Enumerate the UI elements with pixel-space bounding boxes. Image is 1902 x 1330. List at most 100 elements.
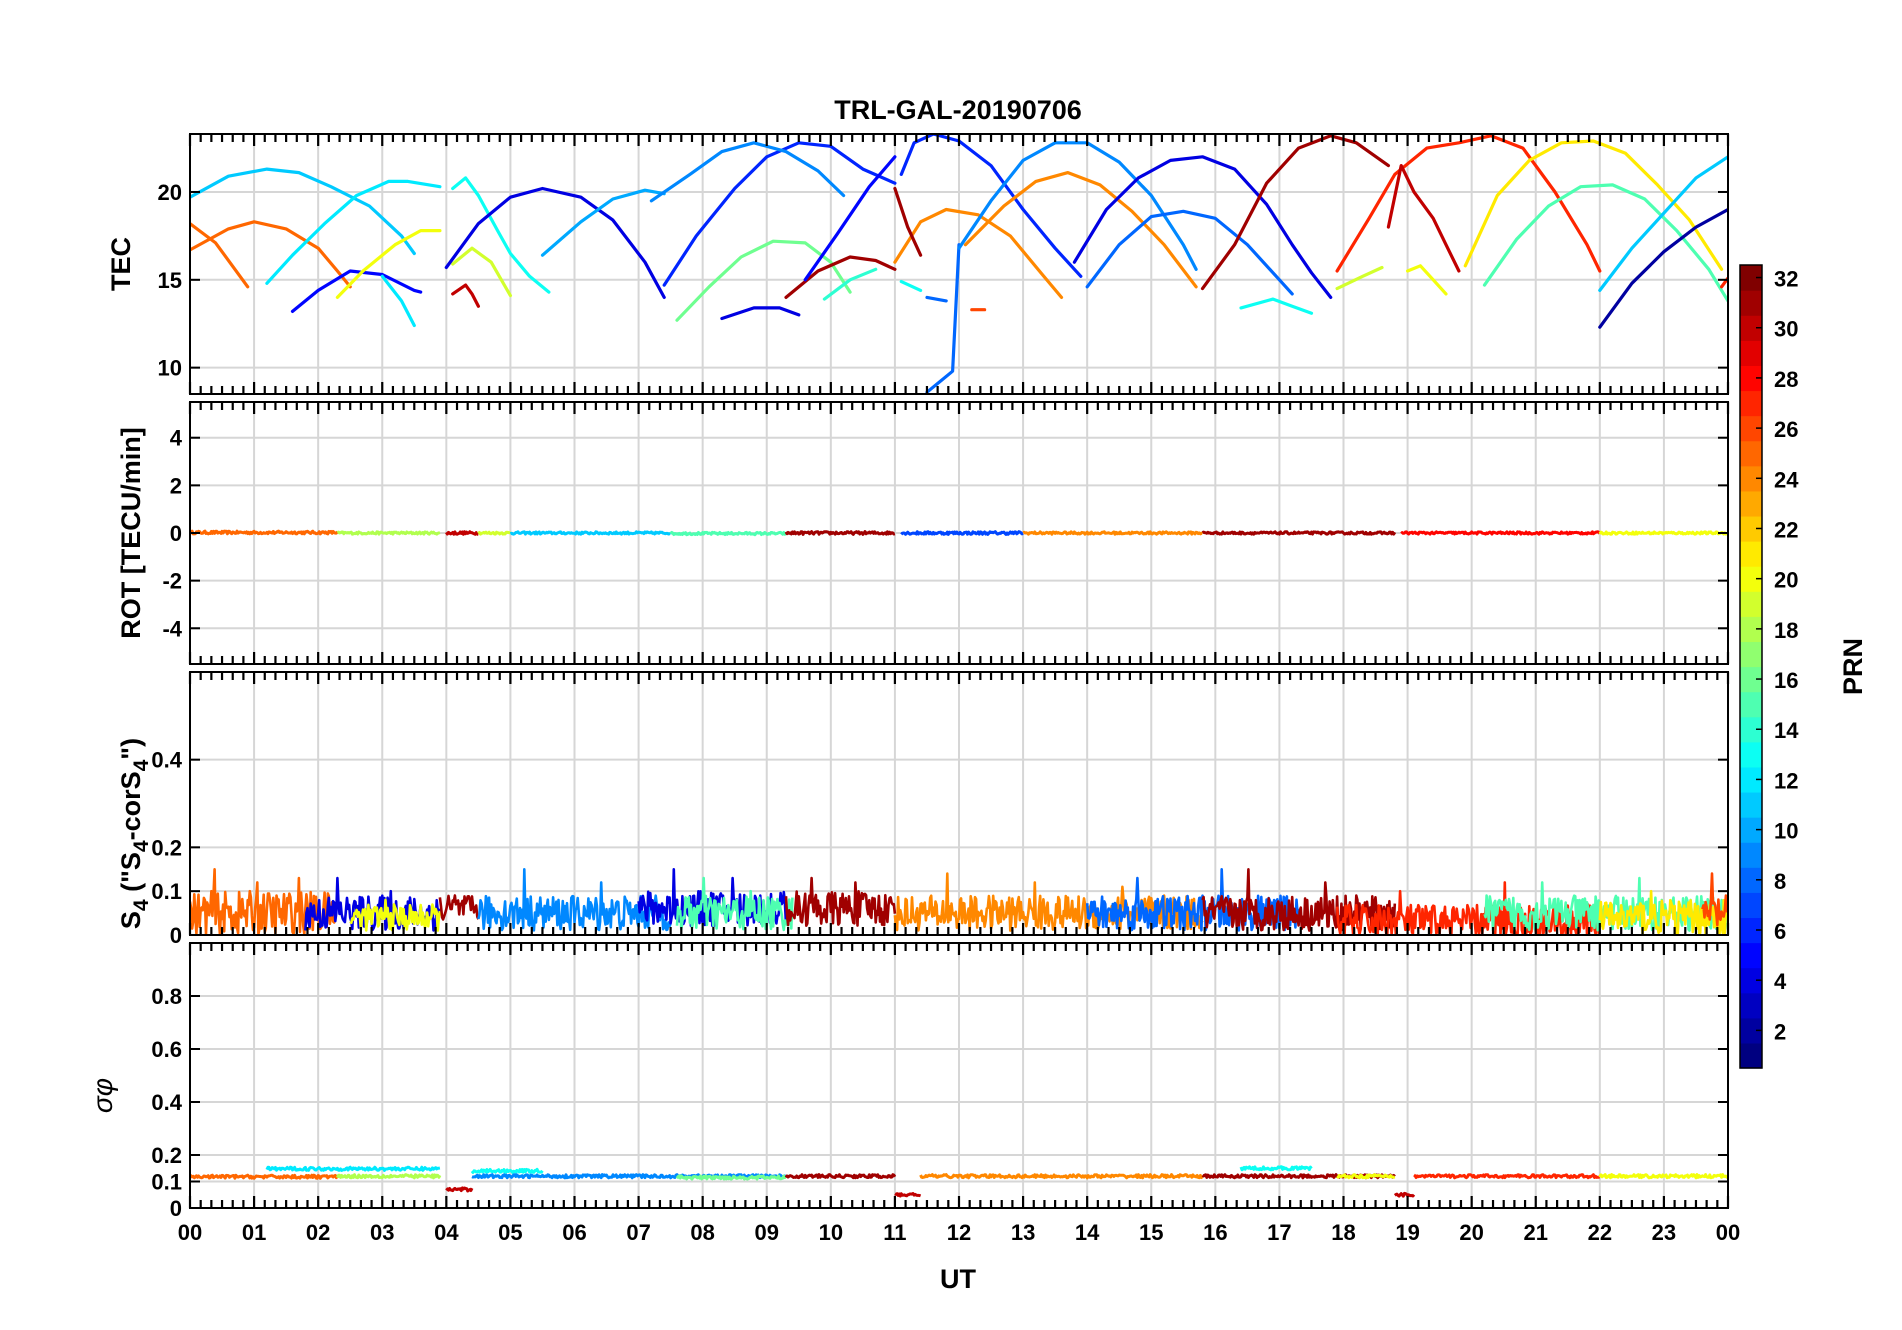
series-line-prn-8 <box>1085 209 1294 296</box>
colorbar-swatch <box>1740 992 1762 1019</box>
y-axis-label-tec: TEC <box>106 237 136 291</box>
x-tick-label: 10 <box>819 1220 843 1245</box>
y-tick-label: 0.1 <box>151 1170 182 1195</box>
tick-marks-sigma <box>188 943 1730 1209</box>
series-trace-prn-18 <box>336 530 441 536</box>
series-trace-prn-31 <box>784 530 896 536</box>
series-line-prn-20 <box>335 229 442 299</box>
y-tick-label: 10 <box>158 356 182 381</box>
colorbar-swatch <box>1740 1017 1762 1044</box>
series-trace-prn-24 <box>1022 530 1204 536</box>
series-trace-prn-28 <box>1400 530 1601 536</box>
colorbar-swatch <box>1740 641 1762 668</box>
x-tick-label: 01 <box>242 1220 266 1245</box>
series-trace-prn-19 <box>477 530 511 536</box>
colorbar-swatch <box>1740 490 1762 517</box>
y-axis-label-sigma: σφ <box>87 1078 118 1113</box>
series-line-prn-4 <box>1072 155 1333 299</box>
series-line-prn-2 <box>1598 207 1728 329</box>
series-line-prn-31 <box>1200 134 1391 291</box>
colorbar-tick-label: 24 <box>1774 467 1799 492</box>
series-trace-prn-15 <box>669 530 788 537</box>
series-trace-prn-13 <box>1239 1165 1313 1172</box>
series-line-prn-4 <box>720 306 801 321</box>
x-tick-label: 00 <box>1716 1220 1740 1245</box>
tick-marks-s4 <box>188 672 1730 936</box>
x-tick-label: 02 <box>306 1220 330 1245</box>
series-line-prn-30 <box>451 283 480 308</box>
y-tick-label: 0.2 <box>151 835 182 860</box>
colorbar-swatch <box>1740 440 1762 467</box>
colorbar-swatch <box>1740 892 1762 919</box>
series-line-prn-24 <box>963 171 1198 289</box>
colorbar-swatch <box>1740 741 1762 768</box>
series-line-prn-16 <box>675 239 852 322</box>
x-tick-label: 23 <box>1652 1220 1676 1245</box>
y-tick-label: 0 <box>170 923 182 948</box>
series-line-prn-9 <box>957 141 1198 271</box>
x-tick-label: 09 <box>755 1220 779 1245</box>
series-line-prn-15 <box>1482 183 1728 303</box>
y-tick-label: 0.1 <box>151 879 182 904</box>
colorbar-swatch <box>1740 691 1762 718</box>
colorbar-swatch <box>1740 415 1762 442</box>
series-line-prn-4 <box>444 186 666 299</box>
colorbar-swatch <box>1740 566 1762 592</box>
colorbar-tick-label: 8 <box>1774 869 1786 894</box>
series-line-prn-6 <box>899 134 1083 278</box>
series-line-prn-6 <box>662 141 897 287</box>
colorbar-tick-label: 18 <box>1774 618 1798 643</box>
series-trace-prn-20 <box>1336 1173 1396 1180</box>
colorbar-swatch <box>1740 1042 1762 1069</box>
series-line-prn-25 <box>190 220 352 289</box>
series-line-prn-19 <box>451 246 512 298</box>
x-tick-label: 11 <box>883 1220 906 1245</box>
series-trace-prn-27 <box>1413 1173 1601 1180</box>
series-trace-prn-24 <box>893 872 1204 932</box>
x-tick-label: 17 <box>1267 1220 1291 1245</box>
series-trace-prn-26 <box>1701 872 1728 927</box>
series-line-prn-13 <box>899 280 923 292</box>
panel-s4: 0 0.1 0.2 0.4S4 ("S4-corS4") <box>116 671 1730 948</box>
tick-marks-tec <box>188 134 1730 394</box>
series-trace-prn-20 <box>1598 1173 1728 1180</box>
series-trace-prn-8 <box>1085 867 1300 932</box>
series-trace-prn-7 <box>900 530 1024 536</box>
series-line-prn-5 <box>290 269 423 313</box>
series-trace-prn-31 <box>1201 867 1397 932</box>
colorbar-tick-label: 20 <box>1774 568 1798 593</box>
colorbar-swatch <box>1740 541 1762 567</box>
x-tick-label: 19 <box>1395 1220 1419 1245</box>
panel-sigma: 00.10.2 0.4 0.6 0.8 σφ <box>87 942 1730 1221</box>
series-line-prn-8 <box>925 295 948 303</box>
y-tick-label: -2 <box>162 569 182 594</box>
series-trace-prn-13 <box>470 1167 544 1174</box>
colorbar-tick-label: 16 <box>1774 668 1798 693</box>
series-trace-prn-31 <box>784 876 897 928</box>
series-line-prn-11 <box>190 167 416 256</box>
colorbar-tick-label: 28 <box>1774 367 1798 392</box>
colorbar-tick-label: 14 <box>1774 718 1799 743</box>
y-tick-label: 0.4 <box>151 748 182 773</box>
series-trace-prn-15 <box>675 876 794 932</box>
series-trace-prn-25 <box>190 529 339 536</box>
colorbar-tick-label: 10 <box>1774 819 1798 844</box>
x-tick-label: 22 <box>1588 1220 1612 1245</box>
colorbar-swatch <box>1740 265 1762 291</box>
data-sigma <box>190 1165 1728 1198</box>
colorbar-swatch <box>1740 591 1762 617</box>
y-tick-label: 4 <box>170 426 183 451</box>
colorbar-swatch <box>1740 867 1762 893</box>
series-trace-prn-18 <box>336 1173 442 1180</box>
colorbar-swatch <box>1740 842 1762 868</box>
colorbar-swatch <box>1740 616 1762 643</box>
x-tick-label: 05 <box>498 1220 522 1245</box>
series-line-prn-12 <box>380 274 416 328</box>
y-tick-label: 0.8 <box>151 984 182 1009</box>
chart-title: TRL-GAL-20190706 <box>834 95 1082 125</box>
colorbar-swatch <box>1740 967 1762 994</box>
series-line-prn-27 <box>1335 134 1602 273</box>
x-axis-label: UT <box>940 1264 976 1294</box>
y-axis-label-rot: ROT [TECU/min] <box>116 427 146 638</box>
series-line-prn-10 <box>540 188 666 257</box>
